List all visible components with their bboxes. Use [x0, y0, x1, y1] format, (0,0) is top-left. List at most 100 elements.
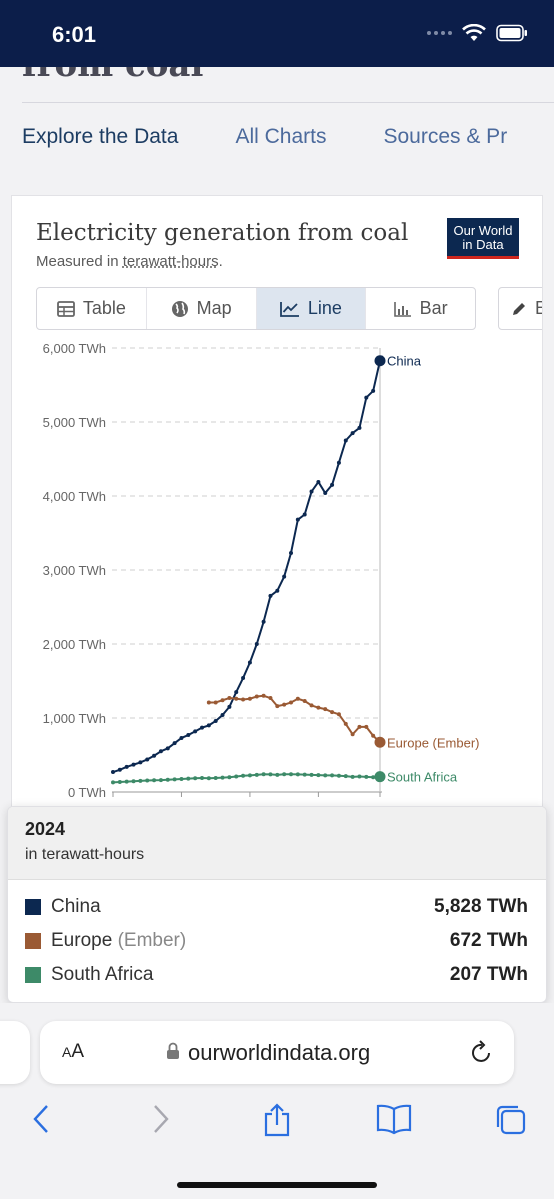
bookmarks-icon[interactable] [376, 1103, 412, 1135]
signal-icon [427, 31, 452, 35]
owid-logo[interactable]: Our World in Data [447, 218, 519, 259]
data-point [152, 778, 157, 783]
data-point [268, 696, 273, 701]
data-point [241, 676, 246, 681]
aa-big: A [71, 1041, 85, 1062]
data-point [227, 704, 232, 709]
data-point [138, 778, 143, 783]
panel-row-name: Europe [51, 930, 113, 951]
panel-row-value: 207 TWh [449, 964, 528, 985]
data-point [241, 697, 246, 702]
tab-table[interactable]: Table [37, 288, 147, 329]
data-point [247, 660, 252, 665]
battery-icon [496, 24, 527, 42]
wifi-icon [462, 24, 486, 41]
nav-explore-the-data[interactable]: Explore the Data [22, 125, 179, 148]
tab-map[interactable]: Map [147, 288, 257, 329]
panel-rows: China 5,828 TWh Europe (Ember) 672 TWh S… [8, 880, 546, 992]
bar-chart-icon [393, 301, 411, 317]
panel-row-value: 5,828 TWh [434, 896, 528, 917]
status-icons [427, 24, 528, 42]
data-point [336, 773, 341, 778]
data-point [158, 749, 163, 754]
line-chart: 6,000 TWh 5,000 TWh 4,000 TWh 3,000 TWh 2,00… [43, 341, 480, 800]
data-point [193, 776, 198, 781]
data-point [165, 777, 170, 782]
data-point [254, 772, 259, 777]
unit-link[interactable]: terawatt-hours [122, 253, 219, 270]
data-point [241, 773, 246, 778]
nav-all-charts[interactable]: All Charts [235, 125, 327, 148]
edit-button[interactable]: Ed [498, 287, 542, 330]
tab-line[interactable]: Line [256, 288, 367, 329]
data-point [268, 772, 273, 777]
data-point [302, 512, 307, 517]
data-point [124, 779, 129, 784]
y-tick-label: 2,000 TWh [43, 637, 106, 652]
data-point [289, 772, 293, 777]
data-point [316, 773, 321, 778]
browser-toolbar: AA ourworldindata.org [0, 1003, 554, 1199]
chart-view-tabs: Table Map Line Bar [36, 287, 476, 330]
data-tooltip-panel: 2024 in terawatt-hours China 5,828 TWh E… [7, 806, 547, 1003]
data-point [295, 517, 300, 522]
back-icon[interactable] [30, 1103, 52, 1135]
divider [22, 102, 554, 103]
panel-unit: in terawatt-hours [25, 846, 145, 863]
legend-swatch [25, 899, 41, 915]
data-point [330, 482, 335, 487]
data-point [364, 724, 369, 729]
data-point [206, 700, 211, 705]
data-point [179, 735, 184, 740]
data-point [350, 431, 355, 436]
home-indicator [177, 1182, 377, 1188]
data-point [247, 696, 252, 701]
data-point [289, 700, 293, 705]
data-point [227, 696, 232, 701]
data-point [316, 479, 321, 484]
tab-line-label: Line [307, 298, 342, 318]
data-point [131, 762, 136, 767]
y-tick-label: 4,000 TWh [43, 489, 106, 504]
data-point [213, 718, 218, 723]
forward-icon[interactable] [150, 1103, 172, 1135]
data-point [275, 772, 280, 777]
panel-header: 2024 in terawatt-hours [8, 807, 546, 880]
data-point [282, 702, 287, 707]
subtitle-period: . [218, 253, 223, 270]
data-point [172, 741, 177, 746]
data-point [295, 772, 300, 777]
data-point [371, 388, 376, 393]
panel-row-value: 672 TWh [449, 930, 528, 951]
data-point [330, 773, 335, 778]
data-point [213, 700, 218, 705]
previous-tab-pill[interactable] [0, 1021, 30, 1084]
data-point [261, 772, 266, 777]
tab-table-label: Table [82, 298, 126, 318]
logo-line-2: in Data [462, 237, 504, 252]
subtitle-text: Measured in [36, 253, 123, 270]
data-point [234, 696, 239, 701]
status-time: 6:01 [52, 22, 97, 47]
address-bar[interactable]: AA ourworldindata.org [40, 1021, 514, 1084]
reader-settings-button[interactable]: AA [62, 1041, 84, 1063]
data-point [117, 780, 122, 785]
data-point [364, 774, 369, 779]
url-text[interactable]: ourworldindata.org [188, 1040, 371, 1065]
y-tick-label: 6,000 TWh [43, 341, 106, 356]
tabs-icon[interactable] [494, 1103, 528, 1137]
share-icon[interactable] [262, 1103, 292, 1137]
data-point [330, 710, 335, 715]
data-point [138, 760, 143, 765]
data-point [336, 460, 341, 465]
y-tick-label: 3,000 TWh [43, 563, 106, 578]
data-point [302, 772, 307, 777]
y-tick-label: 5,000 TWh [43, 415, 106, 430]
y-tick-label: 1,000 TWh [43, 711, 106, 726]
nav-sources[interactable]: Sources & Pr [383, 125, 508, 148]
logo-line-1: Our World [453, 223, 513, 238]
reload-icon[interactable] [470, 1039, 494, 1065]
data-point [117, 767, 122, 772]
tab-bar[interactable]: Bar [366, 288, 475, 329]
line-chart-icon [279, 301, 299, 317]
